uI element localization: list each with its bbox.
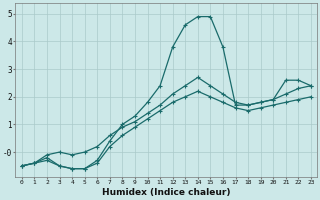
X-axis label: Humidex (Indice chaleur): Humidex (Indice chaleur) [102, 188, 231, 197]
